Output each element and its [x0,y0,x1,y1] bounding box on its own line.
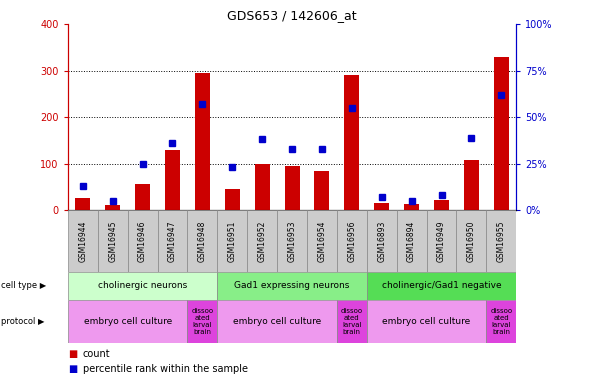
Text: GSM16955: GSM16955 [497,220,506,262]
Bar [337,210,367,272]
Bar [367,210,396,272]
Bar [284,166,300,210]
Text: embryo cell culture: embryo cell culture [382,317,471,326]
Bar [277,210,307,272]
Text: GSM16947: GSM16947 [168,220,177,262]
Bar [434,200,449,210]
Bar [225,189,240,210]
Bar [396,210,427,272]
Bar [494,57,509,210]
Title: GDS653 / 142606_at: GDS653 / 142606_at [227,9,357,22]
Bar [307,210,337,272]
Text: dissoo
ated
larval
brain: dissoo ated larval brain [341,308,363,335]
Bar [247,210,277,272]
Bar [367,300,486,343]
Text: GSM16893: GSM16893 [377,220,386,262]
Text: GSM16945: GSM16945 [108,220,117,262]
Bar [345,75,359,210]
Text: GSM16952: GSM16952 [258,220,267,262]
Bar [165,150,180,210]
Bar [255,164,270,210]
Text: embryo cell culture: embryo cell culture [233,317,321,326]
Text: cell type ▶: cell type ▶ [1,281,47,290]
Bar [486,210,516,272]
Text: GSM16949: GSM16949 [437,220,446,262]
Text: GSM16954: GSM16954 [317,220,326,262]
Bar [135,184,150,210]
Text: GSM16951: GSM16951 [228,220,237,262]
Text: dissoo
ated
larval
brain: dissoo ated larval brain [191,308,214,335]
Text: cholinergic neurons: cholinergic neurons [98,281,187,290]
Bar [217,300,337,343]
Bar [427,210,457,272]
Text: GSM16956: GSM16956 [348,220,356,262]
Bar [367,272,516,300]
Bar [68,300,188,343]
Text: protocol ▶: protocol ▶ [1,317,45,326]
Text: GSM16953: GSM16953 [287,220,297,262]
Bar [188,210,217,272]
Bar [127,210,158,272]
Bar [105,206,120,210]
Bar [374,203,389,210]
Text: embryo cell culture: embryo cell culture [84,317,172,326]
Bar [98,210,127,272]
Bar [404,204,419,210]
Bar [195,73,210,210]
Text: GSM16944: GSM16944 [78,220,87,262]
Text: GSM16894: GSM16894 [407,220,416,262]
Bar [68,210,98,272]
Text: ■: ■ [68,349,77,359]
Text: GSM16950: GSM16950 [467,220,476,262]
Text: ■: ■ [68,364,77,374]
Bar [314,171,329,210]
Bar [68,272,217,300]
Bar [158,210,188,272]
Text: GSM16948: GSM16948 [198,220,207,262]
Bar [217,272,367,300]
Text: Gad1 expressing neurons: Gad1 expressing neurons [234,281,350,290]
Bar [76,198,90,210]
Bar [457,210,486,272]
Bar [486,300,516,343]
Bar [464,160,479,210]
Text: percentile rank within the sample: percentile rank within the sample [83,364,248,374]
Text: cholinergic/Gad1 negative: cholinergic/Gad1 negative [382,281,502,290]
Text: count: count [83,349,110,359]
Bar [188,300,217,343]
Text: GSM16946: GSM16946 [138,220,147,262]
Bar [337,300,367,343]
Text: dissoo
ated
larval
brain: dissoo ated larval brain [490,308,512,335]
Bar [217,210,247,272]
